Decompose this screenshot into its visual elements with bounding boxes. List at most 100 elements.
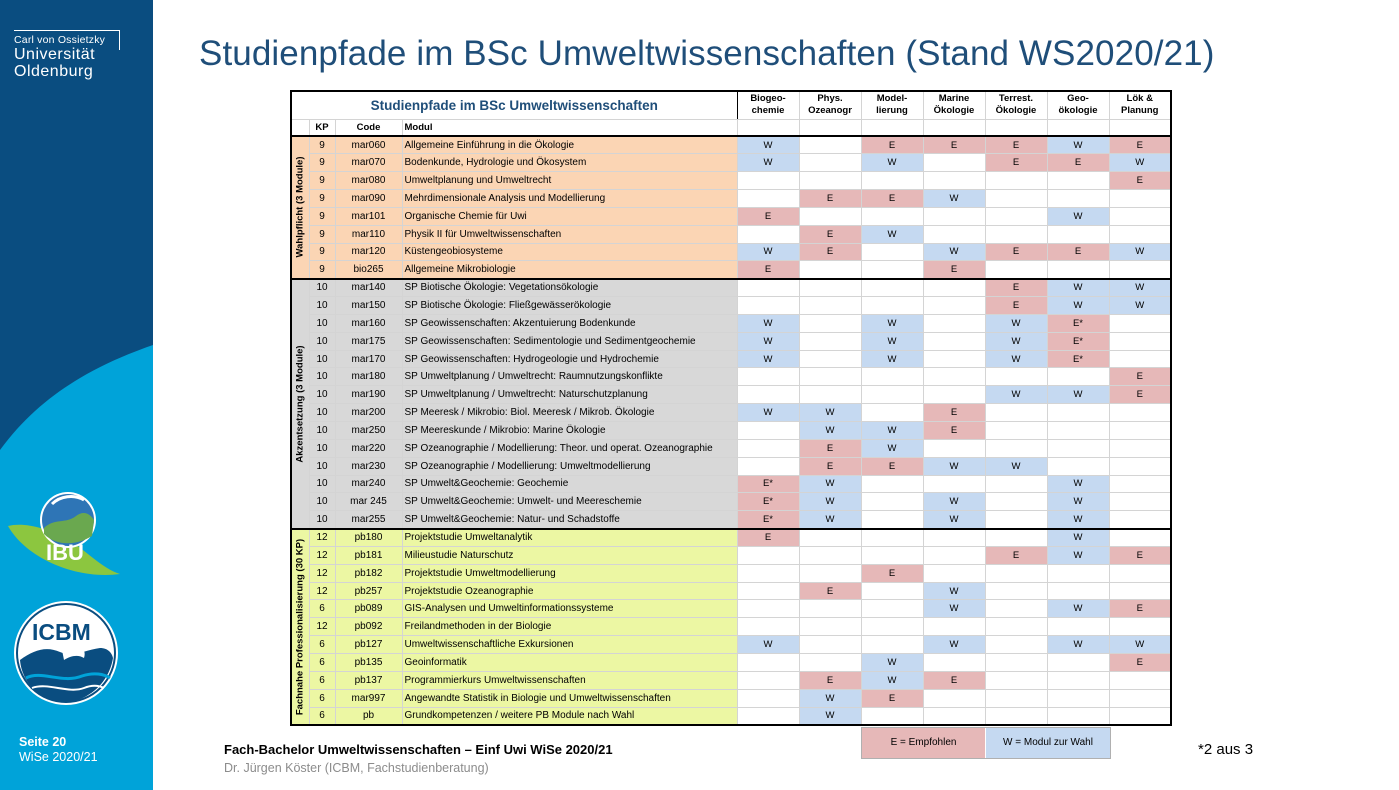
path-value-cell	[922, 545, 986, 565]
logo-frame	[14, 30, 120, 50]
path-value-cell	[1046, 581, 1110, 601]
table-row: 10 mar 245 SP Umwelt&Geochemie: Umwelt- un…	[291, 492, 1172, 512]
code-cell: mar070	[334, 153, 403, 173]
code-cell: pb092	[334, 617, 403, 637]
path-header: Phys. Ozeanogr	[798, 90, 862, 120]
study-paths-table-wrapper: Studienpfade im BSc Umweltwissenschaften…	[290, 90, 1172, 726]
path-value-cell: E	[798, 242, 862, 262]
path-value-cell	[860, 171, 924, 191]
path-value-cell	[922, 296, 986, 315]
footer-subtitle: Dr. Jürgen Köster (ICBM, Fachstudienbera…	[224, 761, 489, 775]
kp-cell: 10	[308, 313, 336, 333]
path-value-cell: W	[736, 313, 800, 333]
modul-cell: Allgemeine Mikrobiologie	[401, 260, 738, 280]
path-header: Model-lierung	[860, 90, 924, 120]
path-value-cell	[984, 528, 1048, 547]
path-value-cell: E	[922, 135, 986, 155]
path-value-cell: W	[1046, 528, 1110, 547]
code-cell: mar060	[334, 135, 403, 155]
code-cell: mar997	[334, 688, 403, 708]
path-header-blank	[1046, 118, 1110, 137]
path-value-cell: W	[922, 581, 986, 601]
logo-line-3: Oldenburg	[14, 63, 94, 80]
modul-cell: SP Umwelt&Geochemie: Natur- und Schadsto…	[401, 510, 738, 530]
path-value-cell	[922, 278, 986, 298]
path-value-cell: W	[798, 688, 862, 708]
path-value-cell	[860, 545, 924, 565]
path-value-cell	[798, 171, 862, 191]
table-row: 10 mar170 SP Geowissenschaften: Hydrogeolo…	[291, 349, 1172, 369]
path-value-cell	[984, 189, 1048, 208]
path-header-blank	[860, 118, 924, 137]
modul-cell: Projektstudie Umweltmodellierung	[401, 563, 738, 583]
path-value-cell	[1046, 563, 1110, 583]
modul-cell: Umweltplanung und Umweltrecht	[401, 171, 738, 191]
kp-cell: 12	[308, 581, 336, 601]
table-row: 10 mar180 SP Umweltplanung / Umweltrecht: …	[291, 367, 1172, 387]
path-value-cell	[1108, 492, 1172, 512]
table-row: 12 pb182 Projektstudie Umweltmodellierung E	[291, 563, 1172, 583]
kp-cell: 9	[308, 189, 336, 208]
code-cell: mar080	[334, 171, 403, 191]
code-cell: mar250	[334, 421, 403, 440]
path-value-cell: W	[736, 349, 800, 369]
path-value-cell: W	[922, 510, 986, 530]
path-value-cell: E	[1108, 652, 1172, 672]
group-label-cell: Wahlpflicht (3 Module)	[290, 135, 310, 280]
path-value-cell	[860, 635, 924, 654]
path-value-cell	[860, 706, 924, 726]
code-cell: mar150	[334, 296, 403, 315]
modul-cell: Physik II für Umweltwissenschaften	[401, 224, 738, 244]
table-row: 12 pb092 Freilandmethoden in der Biologie	[291, 617, 1172, 637]
path-value-cell: W	[984, 385, 1048, 405]
path-value-cell	[922, 331, 986, 351]
ibu-logo-text: IBU	[46, 540, 84, 565]
path-value-cell	[1108, 456, 1172, 476]
path-value-cell	[860, 599, 924, 619]
modul-cell: Programmierkurs Umweltwissenschaften	[401, 670, 738, 690]
kp-cell: 12	[308, 617, 336, 637]
study-paths-table: Studienpfade im BSc Umweltwissenschaften…	[290, 90, 1172, 726]
path-value-cell	[922, 367, 986, 387]
group-label: Wahlpflicht (3 Module)	[294, 156, 306, 258]
path-value-cell: W	[860, 421, 924, 440]
modul-cell: Bodenkunde, Hydrologie und Ökosystem	[401, 153, 738, 173]
path-value-cell: E	[922, 670, 986, 690]
path-value-cell	[922, 688, 986, 708]
path-value-cell: E*	[736, 474, 800, 494]
path-value-cell	[860, 278, 924, 298]
path-value-cell	[1046, 438, 1110, 458]
modul-cell: SP Geowissenschaften: Akzentuierung Bode…	[401, 313, 738, 333]
path-value-cell	[984, 367, 1048, 387]
path-header: Biogeo-chemie	[736, 90, 800, 120]
path-value-cell: W	[922, 635, 986, 654]
kp-cell: 10	[308, 510, 336, 530]
code-cell: pb089	[334, 599, 403, 619]
path-value-cell: E	[860, 189, 924, 208]
table-row: 10 mar175 SP Geowissenschaften: Sedimentol…	[291, 331, 1172, 351]
code-cell: bio265	[334, 260, 403, 280]
path-value-cell	[1046, 456, 1110, 476]
table-row: 6 pb Grundkompetenzen / weitere PB Module …	[291, 706, 1172, 726]
path-value-cell: E	[860, 135, 924, 155]
code-cell: mar120	[334, 242, 403, 262]
code-cell: mar140	[334, 278, 403, 298]
path-value-cell	[1108, 510, 1172, 530]
path-value-cell: E	[984, 278, 1048, 298]
path-value-cell: W	[798, 403, 862, 422]
path-value-cell: W	[1046, 545, 1110, 565]
group-label: Fachnahe Professionalisierung (30 KP)	[294, 538, 306, 715]
path-value-cell	[860, 206, 924, 226]
path-value-cell	[798, 528, 862, 547]
path-value-cell	[1108, 403, 1172, 422]
path-value-cell	[860, 260, 924, 280]
path-value-cell	[922, 153, 986, 173]
kp-cell: 6	[308, 688, 336, 708]
code-cell: mar101	[334, 206, 403, 226]
kp-cell: 6	[308, 652, 336, 672]
modul-cell: SP Umweltplanung / Umweltrecht: Natursch…	[401, 385, 738, 405]
path-value-cell	[736, 367, 800, 387]
path-value-cell: W	[736, 635, 800, 654]
path-value-cell	[736, 581, 800, 601]
path-header-blank	[922, 118, 986, 137]
